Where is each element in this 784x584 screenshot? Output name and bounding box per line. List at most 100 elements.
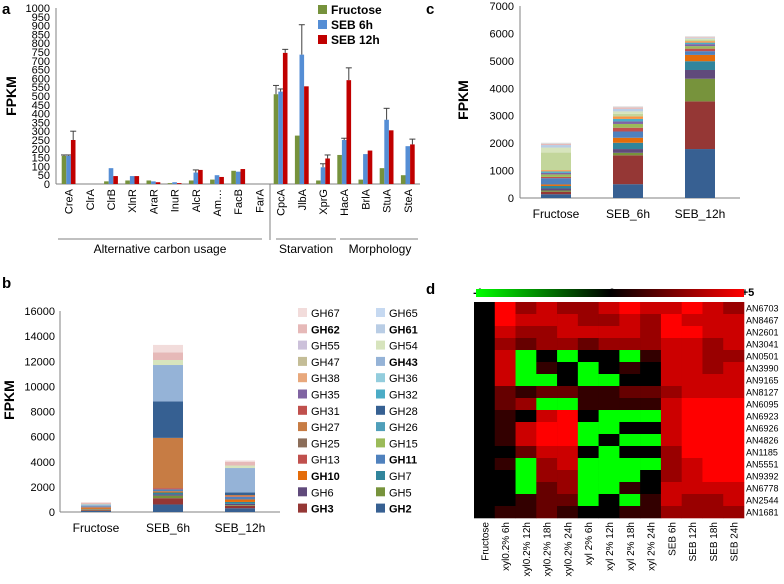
stack-segment-fructose-15 <box>541 143 571 146</box>
legend-label-gh5: GH5 <box>389 487 412 499</box>
heatmap-row-label: AN9392 <box>746 472 779 482</box>
heatmap-cell-an9392-2 <box>515 470 537 483</box>
heatmap-cell-an2601-0 <box>474 326 496 339</box>
heatmap-cell-an9392-5 <box>577 470 599 483</box>
heatmap-cell-an6703-10 <box>681 302 703 315</box>
heatmap-row-label: AN2601 <box>746 328 779 338</box>
heatmap-cell-an6095-11 <box>702 398 724 411</box>
stack-segment-fructose-gh27 <box>81 506 111 508</box>
heatmap-cell-an1185-11 <box>702 446 724 459</box>
panel-b-bars <box>81 344 255 512</box>
heatmap-cell-an6778-3 <box>536 482 558 495</box>
panel-c-x-ticks: Fructose SEB_6h SEB_12h <box>533 207 726 221</box>
heatmap-cell-an3041-4 <box>557 338 579 351</box>
x-tick-label: AlcR <box>191 189 203 212</box>
panel-b-y-label: FPKM <box>1 380 17 420</box>
legend-swatch-gh7 <box>376 471 385 480</box>
heatmap-cell-an6778-0 <box>474 482 496 495</box>
stack-segment-seb-6h-gh67 <box>153 344 183 353</box>
heatmap-cell-an8467-4 <box>557 314 579 327</box>
stack-segment-seb-12h-gh11 <box>225 496 255 500</box>
heatmap-cell-an2544-9 <box>660 494 682 507</box>
heatmap-cell-an4826-11 <box>702 434 724 447</box>
y-tick-label: 800 <box>32 38 50 50</box>
y-tick-label: 250 <box>32 135 50 147</box>
heatmap-cell-an4826-8 <box>640 434 662 447</box>
heatmap-cell-an0501-1 <box>494 350 516 363</box>
legend-swatch-gh11 <box>376 454 385 464</box>
legend-swatch-gh32 <box>376 389 385 399</box>
y-tick-label: 4000 <box>490 83 514 95</box>
heatmap-cell-an4826-2 <box>515 434 537 447</box>
heatmap-column-label: xyl 2% 6h <box>584 522 595 565</box>
bar-stea-seb-12h <box>410 144 415 184</box>
heatmap-cell-an2544-4 <box>557 494 579 507</box>
heatmap-cell-an6778-5 <box>577 482 599 495</box>
heatmap-cell-an3041-8 <box>640 338 662 351</box>
heatmap-cell-an0501-10 <box>681 350 703 363</box>
stack-segment-seb-6h-gh5 <box>153 495 183 499</box>
heatmap-cell-an6923-4 <box>557 410 579 423</box>
heatmap-cell-an1681-8 <box>640 506 662 519</box>
x-tick-label: InuR <box>170 189 182 212</box>
heatmap-cell-an6926-2 <box>515 422 537 435</box>
bar-xprg-seb-12h <box>325 158 330 184</box>
bar-am-fructose <box>210 179 215 184</box>
stack-segment-seb-6h-gh3 <box>153 498 183 505</box>
bar-brla-fructose <box>358 179 364 184</box>
heatmap-cell-an6095-7 <box>619 398 641 411</box>
heatmap-cell-an5551-5 <box>577 458 599 471</box>
stack-segment-seb-6h-6 <box>613 131 643 138</box>
bar-inur-seb-12h <box>176 183 182 184</box>
y-tick-label: 350 <box>32 117 50 129</box>
y-tick-label: 16000 <box>24 306 55 318</box>
heatmap-cell-an9165-4 <box>557 374 579 387</box>
heatmap-cell-an3990-7 <box>619 362 641 375</box>
stack-segment-seb-6h-0 <box>613 184 643 198</box>
bar-clrb-seb-6h <box>108 168 114 184</box>
panel-a-group-starvation: Starvation <box>279 242 333 256</box>
legend-swatch-gh65 <box>376 308 385 317</box>
legend-swatch-gh67 <box>298 308 307 317</box>
legend-label-gh35: GH35 <box>311 390 340 402</box>
bar-xlnr-fructose <box>125 180 130 184</box>
heatmap-cell-an6095-8 <box>640 398 662 411</box>
stack-segment-fructose-13 <box>541 147 571 153</box>
heatmap-cell-an8467-9 <box>660 314 682 327</box>
heatmap-cell-an2544-6 <box>598 494 620 507</box>
y-tick-label: 400 <box>32 109 50 121</box>
stack-segment-fructose-8 <box>541 174 571 177</box>
x-tick-label: AraR <box>148 189 160 214</box>
stack-segment-seb-12h-4 <box>685 61 715 70</box>
heatmap-cell-an5551-4 <box>557 458 579 471</box>
stack-segment-seb-6h-gh27 <box>153 437 183 489</box>
heatmap-cell-an6703-12 <box>723 302 745 315</box>
panel-a-y-ticks: 0501001502002503003504004505005506006507… <box>26 3 50 191</box>
bar-facb-fructose <box>231 170 236 184</box>
heatmap-cell-an6095-12 <box>723 398 745 411</box>
heatmap-cell-an9165-6 <box>598 374 620 387</box>
heatmap-cell-an6926-7 <box>619 422 641 435</box>
heatmap-cell-an6923-2 <box>515 410 537 423</box>
stack-segment-fructose-gh7 <box>81 509 111 510</box>
heatmap-cell-an1681-7 <box>619 506 641 519</box>
heatmap-cell-an1681-12 <box>723 506 745 519</box>
y-tick-label: 650 <box>32 65 50 77</box>
x-tick-label: SEB_6h <box>606 207 650 221</box>
legend-label-gh10: GH10 <box>311 471 340 483</box>
heatmap-cell-an6703-7 <box>619 302 641 315</box>
heatmap-cell-an5551-9 <box>660 458 682 471</box>
heatmap-cell-an1681-0 <box>474 506 496 519</box>
heatmap-cell-an5551-7 <box>619 458 641 471</box>
heatmap-row-label: AN8467 <box>746 316 779 326</box>
legend-label-gh7: GH7 <box>389 471 412 483</box>
heatmap-cell-an6923-12 <box>723 410 745 423</box>
heatmap-cell-an5551-12 <box>723 458 745 471</box>
heatmap-cell-an2601-5 <box>577 326 599 339</box>
legend-label-seb-12h: SEB 12h <box>331 33 380 47</box>
heatmap-cell-an5551-1 <box>494 458 516 471</box>
heatmap-cell-an6923-8 <box>640 410 662 423</box>
heatmap-cell-an9392-3 <box>536 470 558 483</box>
heatmap-cell-an2544-10 <box>681 494 703 507</box>
heatmap-cell-an6926-3 <box>536 422 558 435</box>
